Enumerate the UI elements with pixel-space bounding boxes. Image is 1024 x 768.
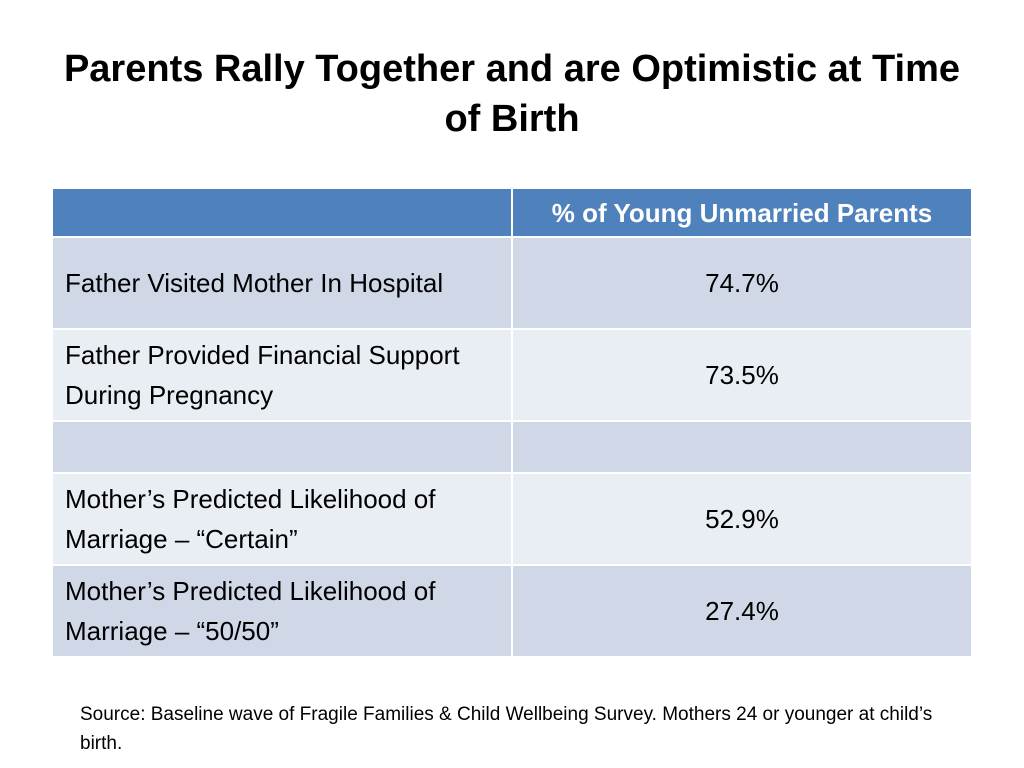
row-value xyxy=(511,420,973,474)
row-value: 73.5% xyxy=(511,328,973,422)
row-label: Father Visited Mother In Hospital xyxy=(51,236,513,330)
row-label: Mother’s Predicted Likelihood of Marriag… xyxy=(51,564,513,658)
header-value-cell: % of Young Unmarried Parents xyxy=(511,187,973,238)
row-label: Mother’s Predicted Likelihood of Marriag… xyxy=(51,472,513,566)
row-label xyxy=(51,420,513,474)
table-row-empty xyxy=(51,420,973,474)
table-row: Father Provided Financial Support During… xyxy=(51,328,973,422)
table-row: Mother’s Predicted Likelihood of Marriag… xyxy=(51,564,973,658)
row-value: 74.7% xyxy=(511,236,973,330)
table-row: Mother’s Predicted Likelihood of Marriag… xyxy=(51,472,973,566)
data-table: % of Young Unmarried Parents Father Visi… xyxy=(51,187,973,658)
table-header-row: % of Young Unmarried Parents xyxy=(51,187,973,238)
table-row: Father Visited Mother In Hospital 74.7% xyxy=(51,236,973,330)
row-value: 27.4% xyxy=(511,564,973,658)
row-value: 52.9% xyxy=(511,472,973,566)
source-note: Source: Baseline wave of Fragile Familie… xyxy=(80,704,933,754)
slide-title: Parents Rally Together and are Optimisti… xyxy=(63,48,961,140)
row-label: Father Provided Financial Support During… xyxy=(51,328,513,422)
header-label-cell xyxy=(51,187,513,238)
